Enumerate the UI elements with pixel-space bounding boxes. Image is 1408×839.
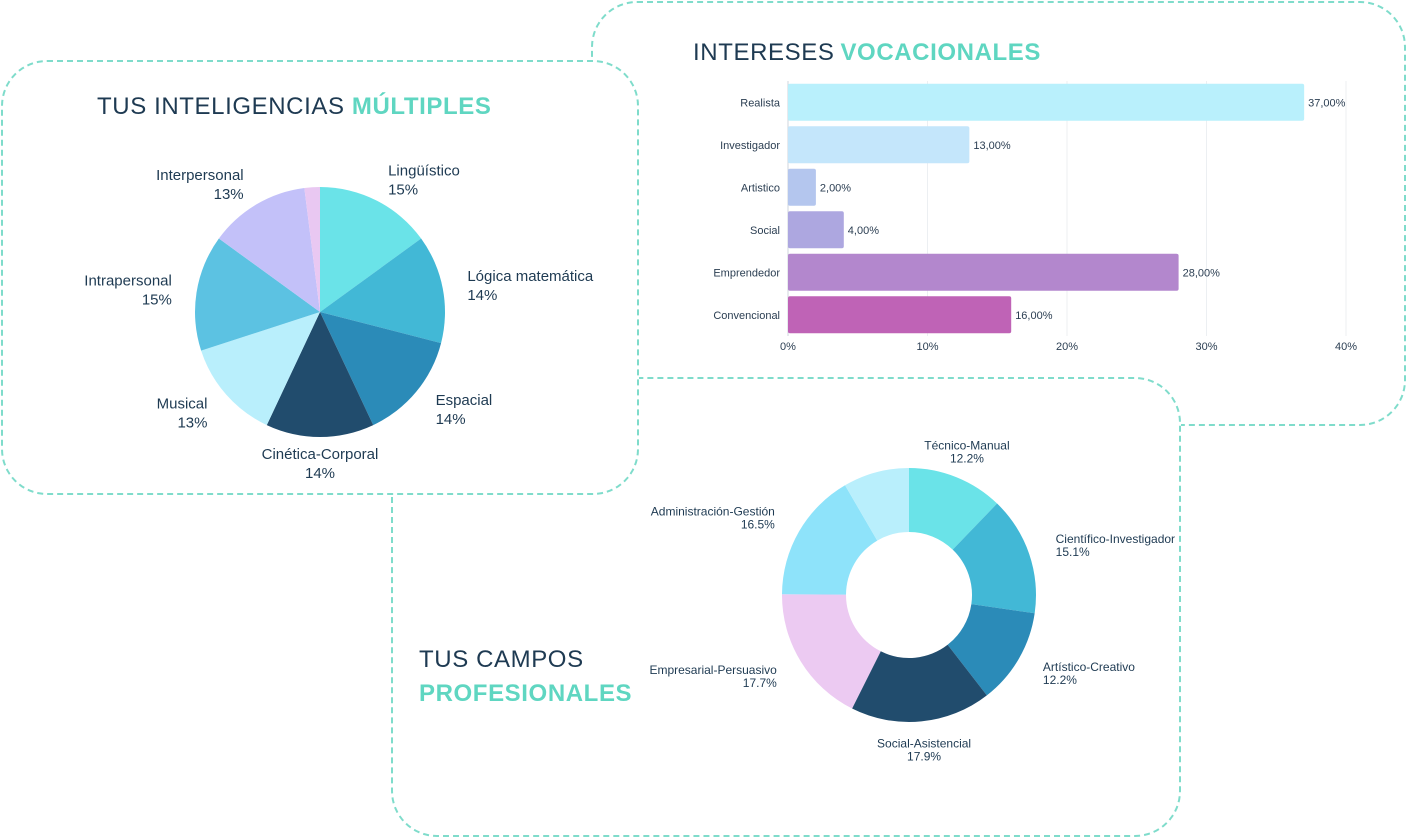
intel-title-accent: MÚLTIPLES — [351, 93, 492, 120]
slice-musical — [201, 312, 320, 426]
vocational-interests-card: INTERESES VOCACIONALES — [591, 1, 1406, 426]
bar-value-label: 2,00% — [820, 182, 851, 194]
slice-value-label: 13% — [214, 186, 244, 203]
x-tick-label: 30% — [1195, 341, 1217, 353]
intel-title-main: TUS INTELIGENCIAS — [97, 93, 345, 120]
slice-value-label: 15% — [142, 292, 172, 309]
slice-value-label: 16.5% — [741, 517, 775, 531]
slice-intrapersonal — [195, 238, 320, 351]
slice-unlabeled — [845, 468, 909, 541]
slice-social-asistencial — [852, 644, 987, 722]
x-tick-label: 40% — [1335, 341, 1357, 353]
slice-interpersonal — [218, 187, 320, 312]
slice-administracion-gestion — [782, 485, 878, 595]
slice-empresarial-persuasivo — [782, 594, 881, 709]
category-label: Social — [750, 225, 780, 237]
slice-label: Científico-Investigador — [1056, 532, 1175, 546]
slice-value-label: 15% — [388, 181, 418, 198]
slice-linguistico — [320, 187, 422, 312]
slice-label: Social-Asistencial — [877, 736, 971, 750]
bar-emprendedor — [788, 253, 1179, 291]
vocational-interests-title: INTERESES VOCACIONALES — [693, 39, 1041, 67]
bar-convencional — [788, 296, 1012, 334]
slice-value-label: 17.9% — [907, 749, 941, 763]
bar-investigador — [788, 126, 970, 164]
slice-label: Espacial — [436, 392, 493, 409]
category-label: Convencional — [713, 310, 780, 322]
slice-label: Técnico-Manual — [924, 438, 1009, 452]
slice-label: Intrapersonal — [84, 273, 172, 290]
slice-label: Lógica matemática — [467, 268, 594, 285]
slice-unlabeled — [304, 187, 320, 312]
bar-artistico — [788, 168, 816, 206]
x-tick-label: 10% — [916, 341, 938, 353]
fields-title-accent: PROFESIONALES — [419, 680, 633, 707]
category-label: Investigador — [720, 140, 780, 152]
slice-label: Interpersonal — [156, 167, 244, 184]
slice-espacial — [320, 312, 442, 426]
slice-tecnico-manual — [909, 468, 998, 550]
bar-social — [788, 211, 844, 249]
category-label: Artistico — [741, 182, 780, 194]
bar-value-label: 16,00% — [1015, 310, 1053, 322]
slice-logica-matematica — [320, 238, 446, 344]
slice-value-label: 17.7% — [743, 676, 777, 690]
x-tick-label: 20% — [1056, 341, 1078, 353]
slice-artistico-creativo — [947, 604, 1035, 696]
slice-value-label: 13% — [177, 414, 207, 431]
slice-value-label: 14% — [436, 411, 466, 428]
slice-value-label: 12.2% — [1043, 673, 1077, 687]
slice-label: Musical — [157, 395, 208, 412]
slice-label: Lingüístico — [388, 162, 460, 179]
fields-title-main: TUS CAMPOS — [419, 646, 584, 673]
slice-label: Administración-Gestión — [651, 504, 775, 518]
slice-cinetica-corporal — [266, 312, 374, 437]
category-label: Emprendedor — [713, 267, 780, 279]
bar-value-label: 37,00% — [1308, 97, 1346, 109]
vocational-title-accent: VOCACIONALES — [840, 39, 1041, 66]
bar-value-label: 28,00% — [1183, 267, 1221, 279]
category-label: Realista — [740, 97, 781, 109]
slice-value-label: 14% — [305, 465, 335, 482]
slice-label: Cinética-Corporal — [262, 446, 379, 463]
multiple-intelligences-title: TUS INTELIGENCIAS MÚLTIPLES — [97, 93, 491, 121]
slice-label: Empresarial-Persuasivo — [649, 663, 777, 677]
bar-realista — [788, 83, 1305, 121]
bar-value-label: 13,00% — [973, 140, 1011, 152]
professional-fields-title: TUS CAMPOS PROFESIONALES — [419, 643, 632, 711]
slice-cientifico-investigador — [952, 503, 1036, 614]
x-tick-label: 0% — [780, 341, 796, 353]
bar-value-label: 4,00% — [848, 225, 879, 237]
slice-label: Artístico-Creativo — [1043, 660, 1135, 674]
slice-value-label: 15.1% — [1056, 545, 1090, 559]
slice-value-label: 14% — [467, 287, 497, 304]
slice-value-label: 12.2% — [950, 451, 984, 465]
vocational-title-main: INTERESES — [693, 39, 835, 66]
